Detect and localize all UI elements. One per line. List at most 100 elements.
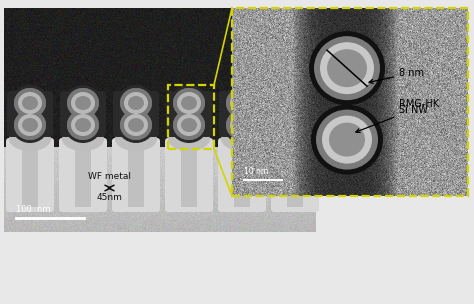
FancyBboxPatch shape [113,91,159,137]
Text: RMG-HK: RMG-HK [399,99,439,109]
Text: WF metal: WF metal [88,172,131,181]
Ellipse shape [75,96,91,110]
Ellipse shape [67,88,99,118]
Ellipse shape [75,96,91,110]
Text: 10 nm: 10 nm [244,167,268,176]
Ellipse shape [226,110,258,140]
Ellipse shape [274,127,316,151]
Ellipse shape [309,31,385,105]
Ellipse shape [18,114,42,136]
Ellipse shape [128,118,144,132]
FancyBboxPatch shape [59,138,107,212]
Ellipse shape [128,118,144,132]
Ellipse shape [11,107,49,143]
Ellipse shape [226,110,258,140]
Ellipse shape [115,127,157,151]
Ellipse shape [120,110,152,140]
Ellipse shape [71,114,95,136]
Ellipse shape [124,114,148,136]
FancyBboxPatch shape [165,138,213,212]
Ellipse shape [75,118,91,132]
FancyBboxPatch shape [271,138,319,212]
FancyBboxPatch shape [112,138,160,212]
Ellipse shape [128,96,144,110]
Ellipse shape [177,114,201,136]
Ellipse shape [234,96,250,110]
Text: 45nm: 45nm [97,193,122,202]
Ellipse shape [124,114,148,136]
Ellipse shape [120,88,152,118]
Ellipse shape [71,114,95,136]
Ellipse shape [223,85,261,121]
Ellipse shape [173,110,205,140]
Ellipse shape [168,127,210,151]
Text: 100  nm: 100 nm [16,205,51,214]
Ellipse shape [14,88,46,118]
Bar [128,145,144,207]
Ellipse shape [181,96,197,110]
Ellipse shape [279,88,311,118]
Ellipse shape [173,110,205,140]
Ellipse shape [276,107,314,143]
Text: 8 nm: 8 nm [369,68,424,83]
Ellipse shape [327,49,367,87]
Bar [75,145,91,207]
Ellipse shape [234,118,250,132]
Bar [232,8,468,196]
Ellipse shape [181,118,197,132]
Ellipse shape [71,92,95,114]
Ellipse shape [22,118,38,132]
Ellipse shape [223,107,261,143]
Text: Si NW: Si NW [356,105,428,133]
Ellipse shape [279,110,311,140]
Ellipse shape [170,107,208,143]
FancyBboxPatch shape [60,91,106,137]
Bar [168,85,214,149]
Ellipse shape [276,85,314,121]
Ellipse shape [314,36,380,100]
Bar [234,145,250,207]
Ellipse shape [316,110,378,170]
Ellipse shape [287,96,303,110]
Bar [181,145,197,207]
Ellipse shape [14,88,46,118]
Ellipse shape [11,85,49,121]
Ellipse shape [287,96,303,110]
FancyBboxPatch shape [218,138,266,212]
Ellipse shape [173,88,205,118]
Ellipse shape [64,107,102,143]
FancyBboxPatch shape [219,91,265,137]
Ellipse shape [124,92,148,114]
Bar [287,145,303,207]
Ellipse shape [181,118,197,132]
Ellipse shape [221,127,263,151]
FancyBboxPatch shape [166,91,212,137]
Ellipse shape [279,88,311,118]
Ellipse shape [177,92,201,114]
Ellipse shape [173,88,205,118]
Ellipse shape [234,118,250,132]
Ellipse shape [67,110,99,140]
FancyBboxPatch shape [7,91,53,137]
Ellipse shape [128,96,144,110]
Ellipse shape [287,118,303,132]
Ellipse shape [71,92,95,114]
Ellipse shape [9,127,51,151]
Ellipse shape [230,114,254,136]
Ellipse shape [67,110,99,140]
Ellipse shape [22,96,38,110]
Ellipse shape [177,114,201,136]
Ellipse shape [226,88,258,118]
Bar [22,145,38,207]
Ellipse shape [62,127,104,151]
Ellipse shape [283,92,307,114]
Ellipse shape [320,42,374,94]
Ellipse shape [230,114,254,136]
Ellipse shape [22,118,38,132]
Ellipse shape [18,92,42,114]
Ellipse shape [64,85,102,121]
Ellipse shape [75,118,91,132]
Ellipse shape [279,110,311,140]
Ellipse shape [14,110,46,140]
Ellipse shape [14,110,46,140]
